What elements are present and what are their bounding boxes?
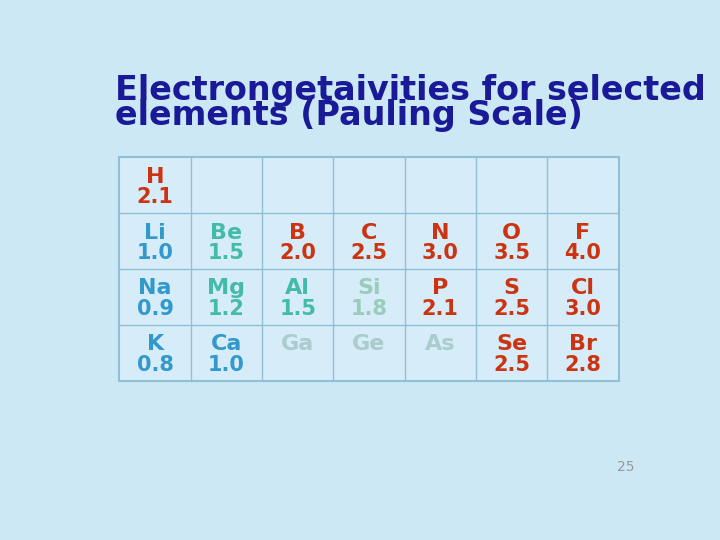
Text: B: B: [289, 222, 306, 242]
Text: As: As: [425, 334, 456, 354]
Text: Be: Be: [210, 222, 243, 242]
Text: 2.5: 2.5: [493, 299, 530, 319]
Text: Mg: Mg: [207, 279, 246, 299]
Text: Electrongetaivities for selected: Electrongetaivities for selected: [114, 74, 706, 107]
Text: S: S: [503, 279, 520, 299]
Text: 3.0: 3.0: [564, 299, 601, 319]
Text: N: N: [431, 222, 449, 242]
Text: 3.0: 3.0: [422, 243, 459, 263]
Text: 2.1: 2.1: [137, 187, 174, 207]
Text: 1.0: 1.0: [208, 355, 245, 375]
Text: Si: Si: [357, 279, 381, 299]
Text: Ca: Ca: [211, 334, 242, 354]
Text: 1.0: 1.0: [137, 243, 174, 263]
Text: 0.8: 0.8: [137, 355, 174, 375]
Text: 2.1: 2.1: [422, 299, 459, 319]
Text: 1.5: 1.5: [279, 299, 316, 319]
Text: 0.9: 0.9: [137, 299, 174, 319]
Text: Al: Al: [285, 279, 310, 299]
Text: 3.5: 3.5: [493, 243, 530, 263]
Text: 1.2: 1.2: [208, 299, 245, 319]
Text: 2.0: 2.0: [279, 243, 316, 263]
Text: Br: Br: [569, 334, 597, 354]
Text: 2.5: 2.5: [351, 243, 387, 263]
Text: F: F: [575, 222, 590, 242]
Text: 2.8: 2.8: [564, 355, 601, 375]
Text: H: H: [146, 167, 164, 187]
Text: Ga: Ga: [281, 334, 315, 354]
Text: P: P: [432, 279, 449, 299]
Text: elements (Pauling Scale): elements (Pauling Scale): [114, 99, 582, 132]
Text: O: O: [502, 222, 521, 242]
Text: 1.5: 1.5: [208, 243, 245, 263]
Text: 2.5: 2.5: [493, 355, 530, 375]
Text: Cl: Cl: [571, 279, 595, 299]
Text: 25: 25: [617, 461, 635, 475]
Text: C: C: [361, 222, 377, 242]
Text: Ge: Ge: [352, 334, 386, 354]
Bar: [120, 157, 618, 381]
Text: Na: Na: [138, 279, 172, 299]
Text: 4.0: 4.0: [564, 243, 601, 263]
Text: 1.8: 1.8: [351, 299, 387, 319]
Text: Li: Li: [144, 222, 166, 242]
Text: K: K: [147, 334, 163, 354]
Text: Se: Se: [496, 334, 527, 354]
